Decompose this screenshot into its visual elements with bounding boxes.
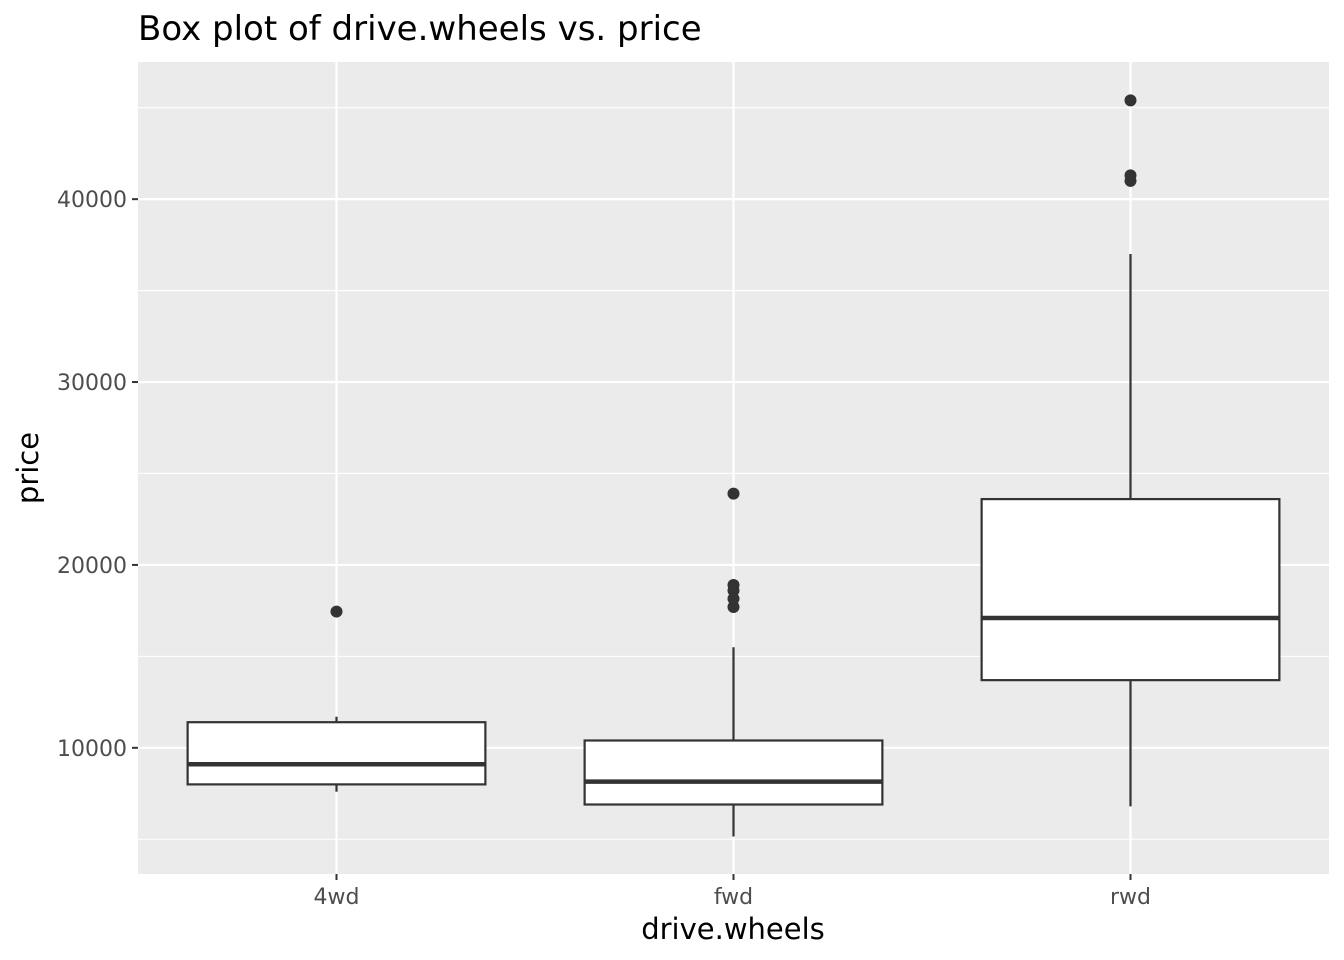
box-4wd [186,605,487,792]
outlier-point [330,605,343,618]
y-tick-label: 10000 [57,737,127,762]
box-fwd [583,487,884,837]
iqr-box [980,497,1281,682]
y-tick-label: 40000 [57,188,127,213]
outlier-point [727,592,740,605]
x-tick-label: 4wd [314,885,360,910]
chart-title: Box plot of drive.wheels vs. price [138,9,702,49]
iqr-box [186,721,487,786]
y-tick-label: 20000 [57,554,127,579]
y-axis: 10000 20000 30000 40000 [57,188,138,762]
x-axis-title: drive.wheels [641,912,825,946]
x-tick-label: rwd [1110,885,1151,910]
outlier-point [727,600,740,613]
outlier-point [1124,94,1137,107]
x-tick-label: fwd [714,885,753,910]
outlier-point [727,487,740,500]
box-rwd [980,94,1281,807]
y-axis-title: price [11,432,45,504]
iqr-box [583,739,884,806]
y-tick-label: 30000 [57,371,127,396]
outlier-point [727,579,740,592]
boxes-layer [186,94,1281,837]
outlier-point [1124,169,1137,182]
x-axis: 4wd fwd rwd [314,874,1151,910]
